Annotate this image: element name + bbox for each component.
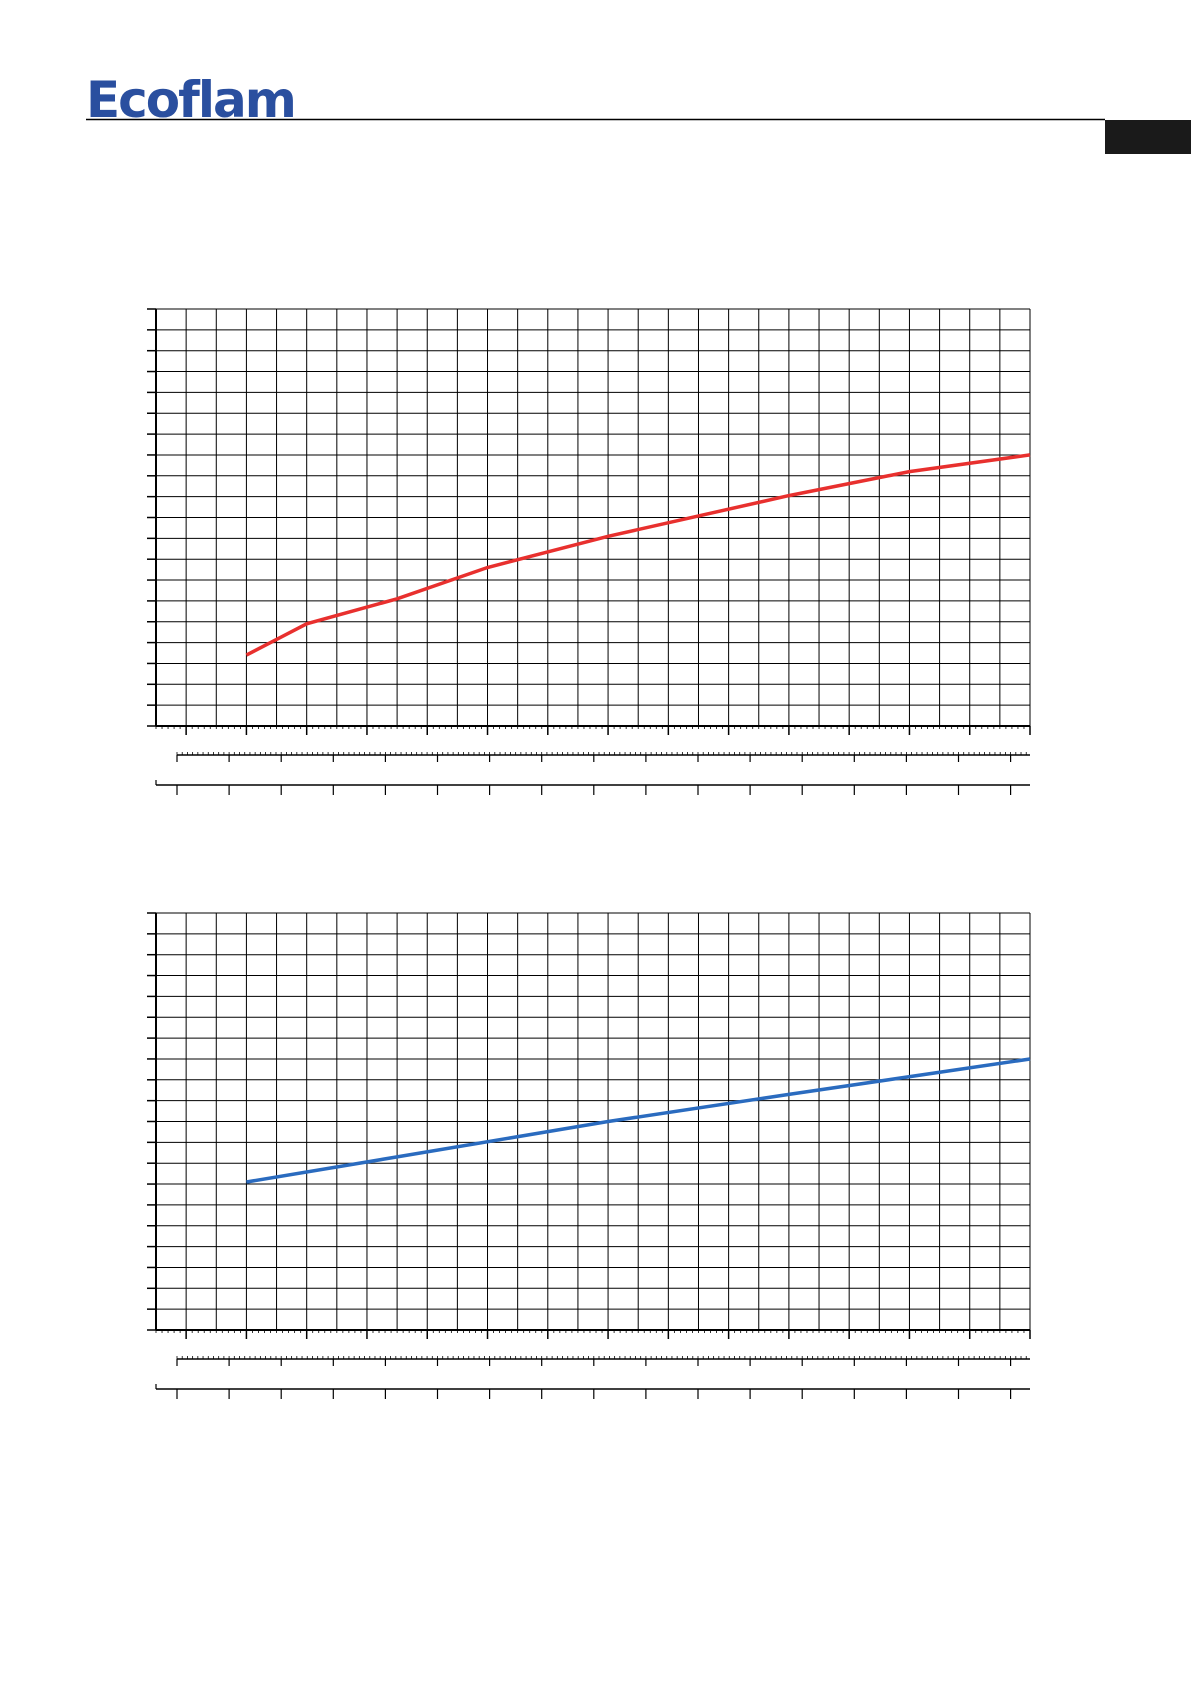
data-line — [245, 453, 1031, 657]
data-line — [246, 1057, 1031, 1184]
logo: Ecoflam — [86, 71, 295, 129]
section-tab — [1105, 120, 1191, 154]
